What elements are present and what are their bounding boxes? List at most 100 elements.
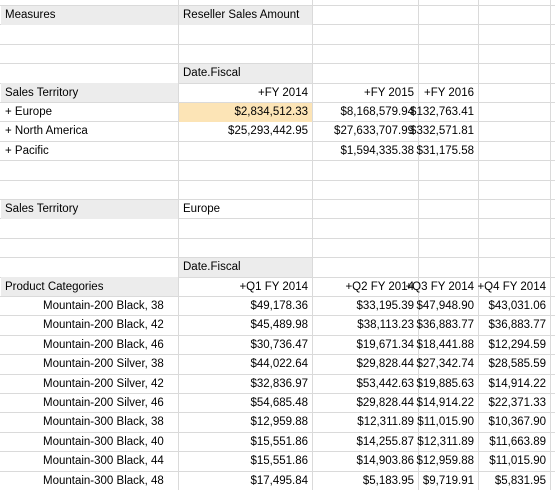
column-line [418,0,419,490]
row-line [0,237,555,239]
row-line [0,354,555,356]
value-cell: $5,831.95 [494,474,546,487]
row-header: Mountain-300 Black, 40 [43,435,164,448]
field-label: Measures [1,5,178,25]
value-cell: $32,836.97 [250,377,308,390]
value-cell: $12,959.88 [416,455,474,468]
row-header: Mountain-300 Black, 48 [43,474,164,487]
row-line [0,82,555,84]
row-field: Sales Territory [1,83,178,103]
column-line [312,0,313,490]
row-field: Product Categories [1,277,178,297]
row-line [0,315,555,317]
column-line [550,0,551,490]
column-header: +FY 2014 [258,86,308,99]
column-header: +Q4 FY 2014 [477,280,546,293]
value-cell: $19,671.34 [356,338,414,351]
filter-value: Europe [183,203,221,215]
column-line [178,0,179,490]
value-cell: $14,914.22 [416,397,474,409]
row-line [0,393,555,394]
row-line [0,24,555,26]
row-line [0,276,555,278]
value-cell: $19,885.63 [416,377,474,390]
value-cell: $18,441.88 [416,338,474,351]
row-header: Mountain-200 Silver, 42 [43,377,164,390]
value-cell: $30,736.47 [250,338,308,351]
value-cell: $31,175.58 [416,144,474,157]
value-cell: $27,342.74 [416,358,474,371]
row-line [0,121,555,123]
row-header: Mountain-200 Black, 38 [43,300,164,312]
value-cell: $11,015.90 [417,416,474,429]
value-cell: $11,015.90 [489,455,546,468]
row-header: Mountain-300 Black, 44 [43,455,164,468]
value-cell: $132,763.41 [410,106,474,118]
row-line [0,431,555,433]
column-line [478,0,479,490]
column-field: Date.Fiscal [179,63,312,83]
value-cell: $15,551.86 [250,435,308,448]
value-cell: $14,255.87 [356,435,414,448]
value-cell: $12,959.88 [250,416,308,429]
row-line [0,179,555,181]
row-header: Mountain-200 Silver, 38 [43,358,164,371]
value-cell: $49,178.36 [250,300,308,312]
column-header: +Q3 FY 2014 [405,280,474,293]
value-cell: $5,183.95 [362,474,414,487]
row-line [0,470,555,472]
row-header: + Europe [5,106,52,118]
value-cell: $10,367.90 [488,416,546,429]
value-cell: $17,495.84 [250,474,308,487]
row-line [0,218,555,220]
value-cell: $11,663.89 [489,435,546,448]
filter-label: Sales Territory [1,199,178,219]
value-cell: $33,195.39 [356,300,414,312]
value-cell: $9,719.91 [422,474,474,487]
value-cell: $2,834,512.33 [179,102,312,122]
row-header: Mountain-200 Black, 42 [43,319,164,332]
column-header: +Q2 FY 2014 [345,280,414,293]
field-value: Reseller Sales Amount [179,5,312,25]
value-cell: $53,442.63 [356,377,414,390]
column-header: +Q1 FY 2014 [239,280,308,293]
value-cell: $38,113.23 [357,319,414,332]
column-header: +FY 2015 [364,86,414,99]
value-cell: $45,489.98 [250,319,308,332]
value-cell: $14,903.86 [356,455,414,468]
value-cell: $36,883.77 [416,319,474,332]
value-cell: $27,633,707.99 [334,125,414,138]
row-line [0,140,555,142]
value-cell: $36,883.77 [488,319,546,332]
value-cell: $12,311.89 [357,416,414,429]
value-cell: $22,371.33 [488,397,546,409]
row-line [0,199,555,200]
value-cell: $332,571.81 [410,125,474,138]
value-cell: $44,022.64 [250,358,308,371]
row-header: Mountain-200 Silver, 46 [43,397,164,409]
value-cell: $29,828.44 [356,358,414,371]
value-cell: $43,031.06 [488,300,546,312]
value-cell: $1,594,335.38 [340,144,414,157]
value-cell: $28,585.59 [488,358,546,371]
row-header: Mountain-200 Black, 46 [43,338,164,351]
row-line [0,373,555,375]
value-cell: $54,685.48 [250,397,308,409]
row-header: + Pacific [5,144,49,157]
value-cell: $14,914.22 [488,377,546,390]
row-line [0,296,555,297]
row-line [0,451,555,453]
row-line [0,160,555,162]
row-line [0,334,555,336]
value-cell: $8,168,579.94 [340,106,414,118]
value-cell: $25,293,442.95 [228,125,308,138]
column-field: Date.Fiscal [179,257,312,277]
row-header: + North America [5,125,88,138]
column-header: +FY 2016 [424,86,474,99]
value-cell: $29,828.44 [356,397,414,409]
value-cell: $12,311.89 [417,435,474,448]
row-header: Mountain-300 Black, 38 [43,416,164,429]
value-cell: $15,551.86 [250,455,308,468]
value-cell: $47,948.90 [416,300,474,312]
